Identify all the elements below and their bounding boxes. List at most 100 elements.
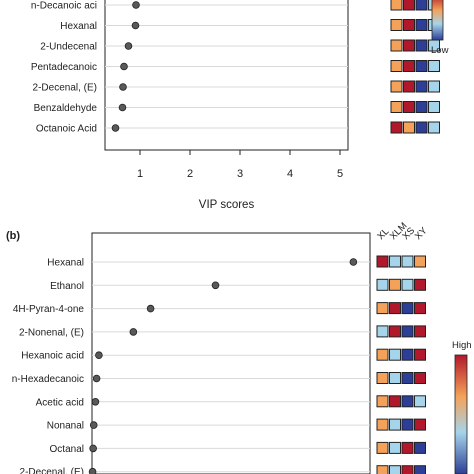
data-point xyxy=(88,467,97,474)
x-tick-label: 4 xyxy=(287,168,293,180)
heatmap-cell xyxy=(376,441,389,454)
heatmap-cell xyxy=(401,441,414,454)
heatmap-cell xyxy=(401,348,414,361)
heatmap-cell xyxy=(415,39,428,52)
heatmap-cell xyxy=(403,80,415,93)
data-point xyxy=(211,281,220,290)
heatmap-cell xyxy=(403,101,415,113)
heatmap-cell xyxy=(414,441,426,454)
category-label: Pentadecanoic xyxy=(31,62,97,73)
heatmap-cell xyxy=(376,325,389,338)
heatmap-cell xyxy=(401,465,414,474)
data-point xyxy=(131,21,140,30)
x-tick-label: 2 xyxy=(187,168,193,180)
heatmap-cell xyxy=(389,348,401,361)
heatmap-cell xyxy=(389,372,401,384)
x-axis-label: VIP scores xyxy=(199,199,255,211)
panel-label: (b) xyxy=(6,230,20,242)
heatmap-cell xyxy=(428,121,440,134)
category-label: Ethanol xyxy=(50,281,84,292)
category-label: Octanal xyxy=(50,444,84,455)
heatmap-cell xyxy=(389,325,401,338)
heatmap-cell xyxy=(390,39,403,52)
heatmap-cell xyxy=(415,101,428,113)
data-point xyxy=(124,42,133,50)
category-label: n-Decanoic aci xyxy=(31,1,97,12)
heatmap-cell xyxy=(414,255,426,268)
category-label: Nonanal xyxy=(47,421,84,432)
panel-a: n-Decanoic aci Hexanal 2-Undecenal Pentadec… xyxy=(31,0,449,211)
heatmap-cell xyxy=(403,121,415,134)
legend-low-label: Low xyxy=(431,45,449,56)
heatmap-cell xyxy=(376,278,389,291)
heatmap-cell xyxy=(414,465,426,474)
heatmap-column-label: XY xyxy=(413,225,430,242)
legend-colorbar xyxy=(454,354,468,474)
data-point xyxy=(91,397,100,406)
data-point xyxy=(119,83,127,91)
category-label: Hexanal xyxy=(47,258,84,269)
category-label: Octanoic Acid xyxy=(36,124,97,135)
heatmap-cell xyxy=(415,19,428,31)
heatmap-cell xyxy=(376,465,389,474)
heatmap-cell xyxy=(414,302,426,315)
heatmap-cell xyxy=(403,19,415,31)
heatmap-cell xyxy=(390,19,403,31)
data-point xyxy=(95,351,103,360)
heatmap-cell xyxy=(403,39,415,52)
heatmap-cell xyxy=(390,80,403,93)
heatmap-cell xyxy=(414,418,426,431)
heatmap-cell xyxy=(415,60,428,72)
legend-high-label: High xyxy=(452,340,472,351)
heatmap-cell xyxy=(414,348,426,361)
heatmap-cell xyxy=(401,325,414,338)
category-label: 2-Decenal, (E) xyxy=(20,467,84,474)
heatmap-cell xyxy=(401,372,414,384)
heatmap-cell xyxy=(389,255,401,268)
category-label: 2-Undecenal xyxy=(40,42,97,53)
data-point xyxy=(129,328,138,336)
heatmap-cell xyxy=(390,60,403,72)
heatmap-cell xyxy=(401,418,414,431)
data-point xyxy=(92,374,101,383)
heatmap-cell xyxy=(376,255,389,268)
category-label: Acetic acid xyxy=(36,397,84,408)
heatmap-cell xyxy=(376,348,389,361)
heatmap-cell xyxy=(401,302,414,315)
category-label: Hexanoic acid xyxy=(21,351,84,362)
category-label: n-Hexadecanoic xyxy=(12,374,84,385)
heatmap-cell xyxy=(390,121,403,134)
data-point xyxy=(89,444,97,453)
data-point xyxy=(120,62,128,71)
category-label: 2-Nonenal, (E) xyxy=(19,327,84,338)
heatmap-cell xyxy=(414,278,426,291)
heatmap-cell xyxy=(389,278,401,291)
heatmap-cell xyxy=(389,395,401,408)
heatmap-cell xyxy=(376,395,389,408)
heatmap-cell xyxy=(428,80,440,93)
category-label: 4H-Pyran-4-one xyxy=(13,304,85,315)
heatmap-cell xyxy=(390,101,403,113)
data-point xyxy=(132,1,140,9)
heatmap-cell xyxy=(415,0,428,11)
heatmap-cell xyxy=(401,395,414,408)
data-point xyxy=(89,421,98,429)
heatmap-cell xyxy=(389,465,401,474)
plot-frame xyxy=(91,232,371,474)
heatmap-cell xyxy=(414,395,426,408)
heatmap-cell xyxy=(428,101,440,113)
plot-frame xyxy=(104,0,349,151)
heatmap-cell xyxy=(415,121,428,134)
data-point xyxy=(349,258,358,266)
heatmap-cell xyxy=(401,278,414,291)
heatmap-cell xyxy=(389,418,401,431)
heatmap-cell xyxy=(415,80,428,93)
heatmap-cell xyxy=(389,302,401,315)
category-label: 2-Decenal, (E) xyxy=(33,83,97,94)
category-label: Benzaldehyde xyxy=(34,103,98,114)
heatmap-cell xyxy=(376,302,389,315)
heatmap-cell xyxy=(403,60,415,72)
legend-colorbar xyxy=(431,0,444,41)
heatmap-cell xyxy=(401,255,414,268)
